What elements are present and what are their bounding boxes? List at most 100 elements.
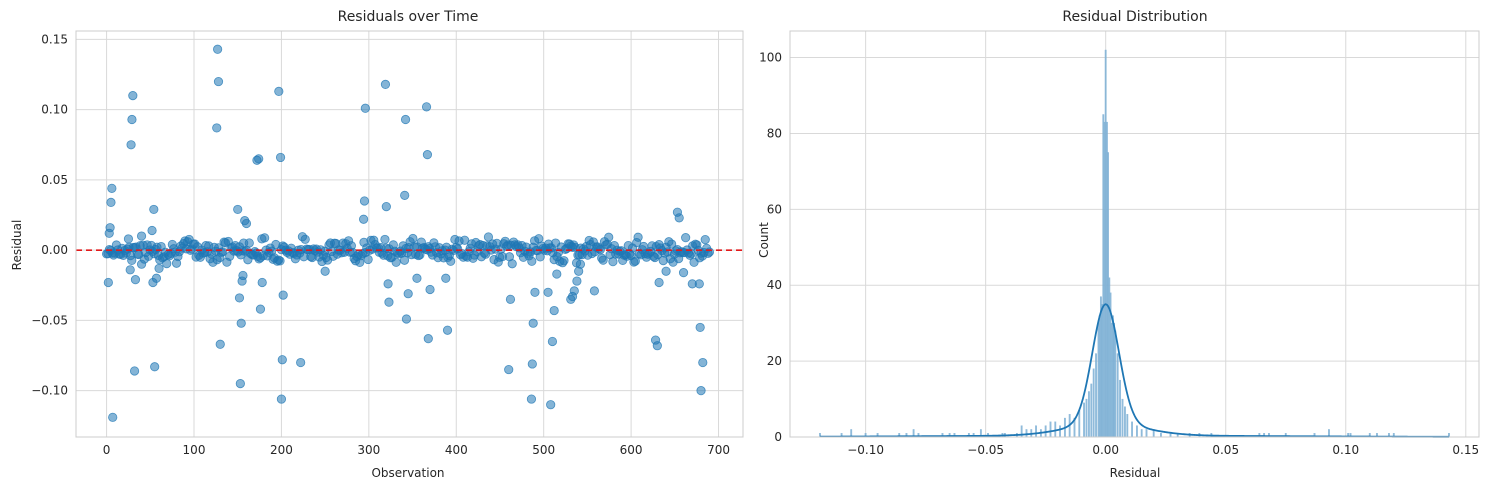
scatter-point bbox=[681, 233, 691, 243]
histogram-bar bbox=[1121, 398, 1124, 438]
scatter-point bbox=[383, 279, 393, 289]
scatter-point bbox=[530, 287, 540, 297]
scatter-point bbox=[255, 304, 266, 314]
histogram-bar bbox=[1083, 402, 1085, 438]
scatter-point bbox=[552, 269, 562, 279]
histogram-bar bbox=[1119, 379, 1121, 438]
right-y-tick-label: 100 bbox=[759, 51, 782, 65]
histogram-bar bbox=[1131, 421, 1133, 438]
scatter-point bbox=[698, 357, 708, 368]
histogram-bar bbox=[1092, 368, 1095, 438]
scatter-point bbox=[559, 256, 569, 266]
scatter-point bbox=[546, 400, 556, 410]
scatter-point bbox=[674, 213, 684, 223]
right-x-tick-label: 0.05 bbox=[1212, 443, 1239, 457]
histogram-bar bbox=[1049, 421, 1052, 438]
scatter-point bbox=[527, 256, 537, 266]
scatter-point bbox=[526, 394, 537, 404]
left-x-tick-label: 600 bbox=[620, 443, 643, 457]
right-tick-labels: −0.10 −0.05 0.00 0.05 0.10 0.15 0 20 40 60 80 100 bbox=[759, 51, 1479, 457]
left-y-tick-label: 0.10 bbox=[41, 103, 68, 117]
scatter-point bbox=[257, 277, 267, 288]
scatter-point bbox=[528, 318, 538, 328]
scatter-point bbox=[275, 256, 285, 266]
scatter-point bbox=[654, 277, 664, 288]
scatter-point bbox=[384, 297, 394, 307]
scatter-point bbox=[604, 232, 614, 242]
scatter-point bbox=[136, 259, 147, 269]
histogram-bar bbox=[1114, 330, 1117, 438]
scatter-point bbox=[278, 290, 288, 300]
scatter-point bbox=[128, 91, 138, 101]
scatter-point bbox=[300, 234, 310, 244]
scatter-point bbox=[277, 355, 287, 365]
scatter-point bbox=[212, 123, 222, 133]
scatter-point bbox=[103, 277, 113, 288]
scatter-point bbox=[320, 266, 330, 276]
scatter-point bbox=[661, 266, 671, 276]
residuals-over-time-panel: Residuals over Time 0 100 200 300 400 500 600 7… bbox=[10, 9, 744, 480]
left-y-tick-label: 0.15 bbox=[41, 32, 68, 46]
scatter-point bbox=[483, 232, 494, 242]
scatter-point bbox=[422, 150, 433, 160]
scatter-point bbox=[129, 366, 140, 376]
scatter-point bbox=[244, 238, 254, 248]
right-plot-frame bbox=[789, 30, 1480, 438]
histogram-bar bbox=[1124, 406, 1126, 438]
right-chart-title: Residual Distribution bbox=[1062, 9, 1207, 25]
scatter-point bbox=[108, 412, 118, 422]
right-x-tick-label: −0.10 bbox=[847, 443, 884, 457]
histogram-bar bbox=[1116, 353, 1119, 438]
scatter-point bbox=[700, 234, 710, 245]
scatter-point bbox=[274, 86, 284, 97]
scatter-point bbox=[446, 256, 456, 266]
right-x-tick-label: 0.10 bbox=[1332, 443, 1359, 457]
scatter-point bbox=[254, 154, 264, 164]
left-chart-title: Residuals over Time bbox=[338, 9, 479, 25]
scatter-point bbox=[507, 259, 517, 269]
left-x-tick-label: 300 bbox=[357, 443, 380, 457]
histogram-bar bbox=[1078, 410, 1081, 438]
scatter-point bbox=[149, 204, 159, 215]
right-y-axis-label: Count bbox=[757, 222, 771, 258]
right-y-tick-label: 40 bbox=[767, 278, 782, 292]
scatter-point bbox=[696, 386, 706, 396]
histogram-bar bbox=[1136, 425, 1138, 438]
left-y-axis-label: Residual bbox=[10, 220, 24, 271]
histogram-bar bbox=[1025, 429, 1028, 438]
scatter-point bbox=[403, 289, 413, 299]
scatter-point bbox=[575, 259, 586, 269]
left-x-tick-label: 500 bbox=[532, 443, 555, 457]
histogram-bar bbox=[1126, 414, 1129, 438]
right-x-tick-label: 0.15 bbox=[1452, 443, 1479, 457]
right-x-tick-label: 0.00 bbox=[1092, 443, 1119, 457]
left-y-tick-label: −0.10 bbox=[31, 384, 68, 398]
histogram-bars bbox=[819, 49, 1450, 438]
scatter-point bbox=[123, 234, 134, 244]
scatter-point bbox=[234, 293, 245, 303]
right-grid bbox=[790, 31, 1479, 438]
right-x-tick-label: −0.05 bbox=[967, 443, 1004, 457]
scatter-point bbox=[162, 259, 172, 269]
histogram-bar bbox=[1059, 425, 1061, 438]
scatter-point bbox=[504, 364, 514, 375]
scatter-point bbox=[421, 102, 432, 112]
scatter-point bbox=[535, 252, 545, 262]
scatter-point bbox=[380, 234, 390, 245]
left-grid bbox=[76, 31, 743, 437]
scatter-point bbox=[652, 341, 662, 351]
scatter-point bbox=[598, 255, 608, 265]
scatter-point bbox=[238, 270, 248, 281]
scatter-point bbox=[233, 204, 243, 215]
scatter-point bbox=[423, 334, 433, 344]
scatter-point bbox=[608, 257, 618, 267]
scatter-point bbox=[147, 225, 157, 236]
scatter-point bbox=[154, 263, 164, 274]
scatter-point bbox=[401, 314, 412, 324]
histogram-bar bbox=[1169, 433, 1172, 438]
left-y-tick-label: 0.00 bbox=[41, 243, 68, 257]
scatter-point bbox=[235, 379, 245, 389]
histogram-bar bbox=[1095, 353, 1097, 438]
residual-distribution-panel: Residual Distribution −0.10 −0.05 0.00 0.05… bbox=[757, 9, 1480, 480]
